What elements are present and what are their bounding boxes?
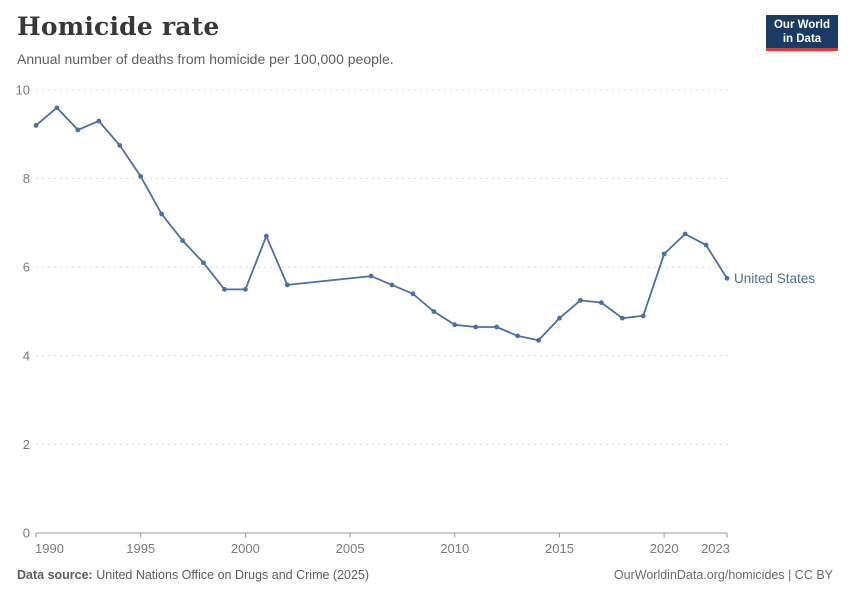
data-point-2019[interactable] — [640, 313, 646, 319]
data-point-1999[interactable] — [222, 286, 227, 292]
data-point-2002[interactable] — [284, 282, 290, 288]
data-point-1991[interactable] — [54, 105, 60, 111]
data-point-2014[interactable] — [536, 337, 541, 343]
data-point-1993[interactable] — [96, 118, 102, 124]
data-point-2010[interactable] — [452, 322, 458, 328]
data-point-2013[interactable] — [515, 333, 521, 339]
chart-subtitle: Annual number of deaths from homicide pe… — [17, 51, 394, 67]
data-point-2020[interactable] — [661, 251, 667, 257]
series-label-united-states[interactable]: United States — [734, 271, 815, 286]
y-tick-label-0: 0 — [23, 526, 30, 541]
y-tick-label-6: 6 — [23, 260, 30, 275]
data-source-text: United Nations Office on Drugs and Crime… — [96, 568, 370, 582]
y-tick-label-10: 10 — [16, 83, 30, 98]
y-tick-label-2: 2 — [23, 437, 30, 452]
x-tick-label-2023: 2023 — [701, 541, 730, 556]
x-tick-label-2020: 2020 — [650, 541, 679, 556]
data-point-2000[interactable] — [242, 286, 248, 292]
x-tick-label-2015: 2015 — [545, 541, 574, 556]
data-point-1998[interactable] — [201, 260, 206, 266]
data-point-1997[interactable] — [180, 238, 185, 244]
data-point-2011[interactable] — [473, 324, 479, 330]
data-source-label: Data source: — [17, 568, 93, 582]
data-point-2023[interactable] — [724, 275, 730, 281]
y-tick-label-8: 8 — [23, 171, 30, 186]
data-point-2008[interactable] — [410, 291, 416, 297]
owid-logo[interactable]: Our World in Data — [766, 15, 838, 51]
data-point-1996[interactable] — [159, 211, 165, 217]
data-point-1992[interactable] — [75, 127, 81, 133]
footer-link[interactable]: OurWorldinData.org/homicides | CC BY — [613, 568, 833, 582]
data-point-1995[interactable] — [138, 173, 144, 179]
data-point-2015[interactable] — [557, 315, 562, 321]
data-source: Data source: United Nations Office on Dr… — [17, 568, 369, 582]
data-point-2021[interactable] — [682, 231, 688, 237]
x-tick-label-2010: 2010 — [440, 541, 469, 556]
data-point-2022[interactable] — [703, 242, 709, 248]
chart-footer: Data source: United Nations Office on Dr… — [17, 568, 833, 582]
data-point-2001[interactable] — [263, 233, 269, 239]
data-point-2012[interactable] — [494, 324, 500, 330]
owid-logo-line2: in Data — [782, 33, 822, 45]
data-point-2017[interactable] — [598, 300, 604, 306]
data-point-2007[interactable] — [389, 282, 395, 288]
data-point-1994[interactable] — [117, 142, 123, 148]
data-point-2018[interactable] — [619, 315, 625, 321]
x-tick-label-2005: 2005 — [336, 541, 365, 556]
data-point-1990[interactable] — [33, 123, 39, 128]
y-tick-label-4: 4 — [23, 348, 30, 363]
series-line-united-states[interactable] — [35, 106, 728, 342]
data-point-2006[interactable] — [368, 273, 374, 279]
x-tick-label-1990: 1990 — [35, 541, 64, 556]
page-title: Homicide rate — [17, 12, 220, 41]
data-point-2016[interactable] — [578, 298, 583, 303]
x-tick-label-1995: 1995 — [126, 541, 155, 556]
owid-logo-line1: Our World — [773, 19, 830, 31]
x-tick-label-2000: 2000 — [231, 541, 260, 556]
data-point-2009[interactable] — [431, 309, 437, 314]
